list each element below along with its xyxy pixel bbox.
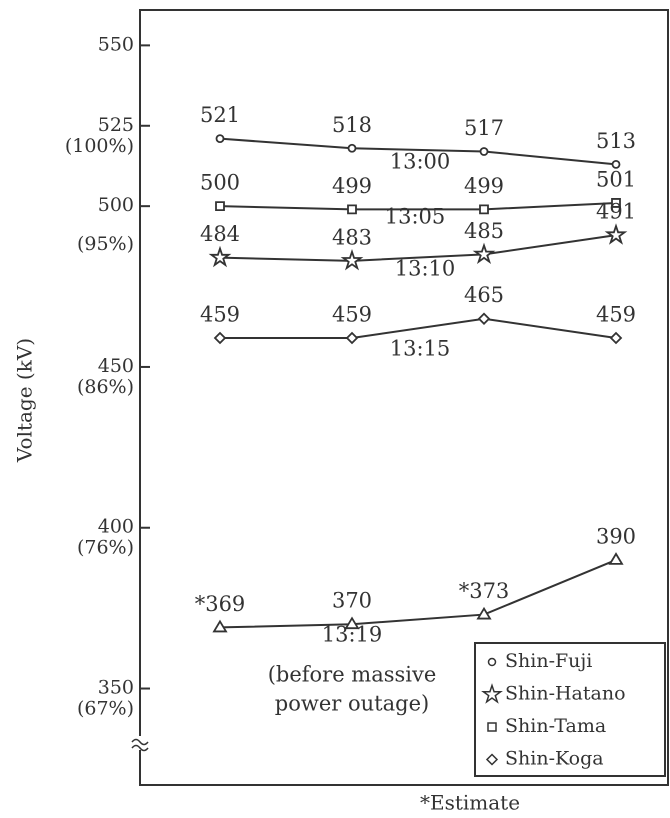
series: 521 518 517 513 13:00 bbox=[200, 103, 636, 173]
marker bbox=[347, 143, 357, 153]
data-label: 501 bbox=[596, 167, 636, 191]
line bbox=[220, 317, 617, 340]
data-label: 500 bbox=[200, 171, 240, 195]
y-tick-label: 550 bbox=[98, 33, 134, 55]
legend: Shin-Fuji Shin-Hatano Shin-Tama Shin-Koga bbox=[474, 642, 666, 777]
marker bbox=[347, 204, 357, 215]
marker bbox=[208, 245, 232, 268]
axis-break bbox=[131, 736, 149, 752]
data-label: 459 bbox=[596, 303, 636, 327]
marker bbox=[611, 159, 621, 169]
marker bbox=[340, 248, 364, 271]
legend-label: Shin-Koga bbox=[505, 748, 604, 770]
series-label: 13:05 bbox=[385, 205, 446, 229]
marker bbox=[345, 331, 359, 345]
annotation: power outage) bbox=[275, 692, 429, 716]
data-label: 499 bbox=[332, 174, 372, 198]
marker bbox=[479, 204, 489, 215]
series-label: 13:00 bbox=[390, 150, 451, 174]
line bbox=[219, 201, 617, 211]
marker bbox=[604, 223, 628, 245]
data-label: 485 bbox=[464, 219, 504, 243]
footnote: *Estimate bbox=[420, 791, 520, 815]
data-label: 513 bbox=[596, 129, 636, 153]
data-label: 459 bbox=[332, 303, 372, 327]
marker bbox=[608, 552, 624, 565]
marker bbox=[215, 201, 225, 212]
marker bbox=[477, 312, 491, 325]
data-label: *369 bbox=[195, 592, 246, 616]
marker bbox=[487, 657, 497, 667]
data-label: 484 bbox=[200, 222, 240, 246]
marker bbox=[479, 147, 489, 156]
marker bbox=[481, 683, 503, 704]
marker bbox=[611, 198, 621, 208]
marker bbox=[485, 753, 499, 766]
marker bbox=[344, 616, 360, 630]
data-label: 499 bbox=[464, 174, 504, 198]
marker bbox=[213, 331, 227, 345]
y-tick-label: 500 (95%) bbox=[77, 194, 134, 255]
data-label: 390 bbox=[596, 524, 636, 548]
legend-label: Shin-Hatano bbox=[505, 683, 626, 705]
series: 500 499 499 501 13:05 bbox=[200, 167, 636, 228]
annotation: (before massive bbox=[268, 663, 437, 687]
data-label: 491 bbox=[596, 200, 636, 224]
data-label: 459 bbox=[200, 303, 240, 327]
legend-label: Shin-Tama bbox=[505, 715, 606, 737]
line bbox=[219, 558, 617, 629]
y-axis-label: Voltage (kV) bbox=[13, 338, 37, 463]
data-label: 517 bbox=[464, 116, 504, 140]
data-label: 465 bbox=[464, 283, 504, 307]
y-tick-label: 525 (100%) bbox=[65, 114, 134, 157]
data-label: 521 bbox=[200, 103, 240, 127]
series: 484 483 485 491 13:10 bbox=[200, 200, 636, 281]
marker bbox=[609, 331, 623, 345]
data-label: 370 bbox=[332, 589, 372, 613]
data-label: *373 bbox=[459, 579, 510, 603]
marker bbox=[215, 134, 225, 144]
data-label: 518 bbox=[332, 113, 372, 137]
y-tick-label: 400 (76%) bbox=[77, 516, 134, 559]
marker bbox=[472, 242, 496, 265]
y-tick-label: 350 (67%) bbox=[77, 677, 134, 720]
marker bbox=[212, 619, 228, 633]
series-label: 13:15 bbox=[390, 337, 451, 361]
line bbox=[219, 234, 617, 262]
series-label: 13:10 bbox=[395, 257, 456, 281]
series: *369 370 *373 390 13:19 (before massive power … bbox=[195, 524, 636, 715]
series: 459 459 465 459 13:15 bbox=[200, 283, 636, 360]
plot-frame bbox=[139, 9, 669, 786]
legend-box bbox=[474, 642, 666, 777]
line bbox=[219, 137, 617, 166]
marker bbox=[476, 606, 492, 620]
marker bbox=[487, 722, 497, 732]
legend-label: Shin-Fuji bbox=[505, 650, 592, 672]
series-label: 13:19 bbox=[322, 623, 383, 647]
data-label: 483 bbox=[332, 225, 372, 249]
y-tick-label: 450 (86%) bbox=[77, 355, 134, 398]
